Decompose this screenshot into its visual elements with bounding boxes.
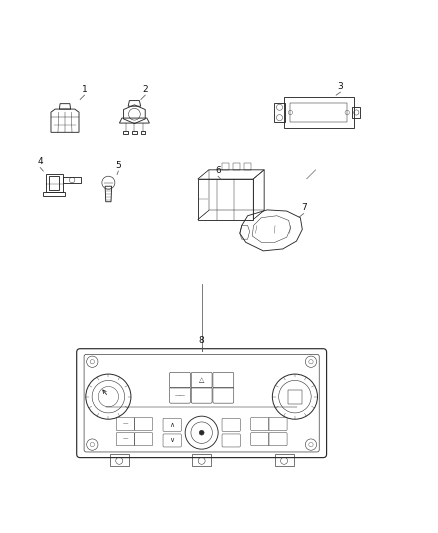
Text: 3: 3 <box>338 82 343 91</box>
Text: ——: —— <box>174 393 185 398</box>
Text: 6: 6 <box>215 166 221 175</box>
Text: —: — <box>123 437 128 442</box>
Text: 5: 5 <box>116 161 121 169</box>
Text: —: — <box>123 422 128 426</box>
Text: 1: 1 <box>81 85 88 94</box>
Text: 7: 7 <box>301 203 307 212</box>
Text: 8: 8 <box>199 336 205 345</box>
Text: 4: 4 <box>37 157 43 166</box>
Text: ∧: ∧ <box>170 422 175 428</box>
Circle shape <box>199 430 204 435</box>
Text: ∨: ∨ <box>170 438 175 443</box>
Text: 2: 2 <box>142 85 148 94</box>
Text: △: △ <box>199 377 205 383</box>
